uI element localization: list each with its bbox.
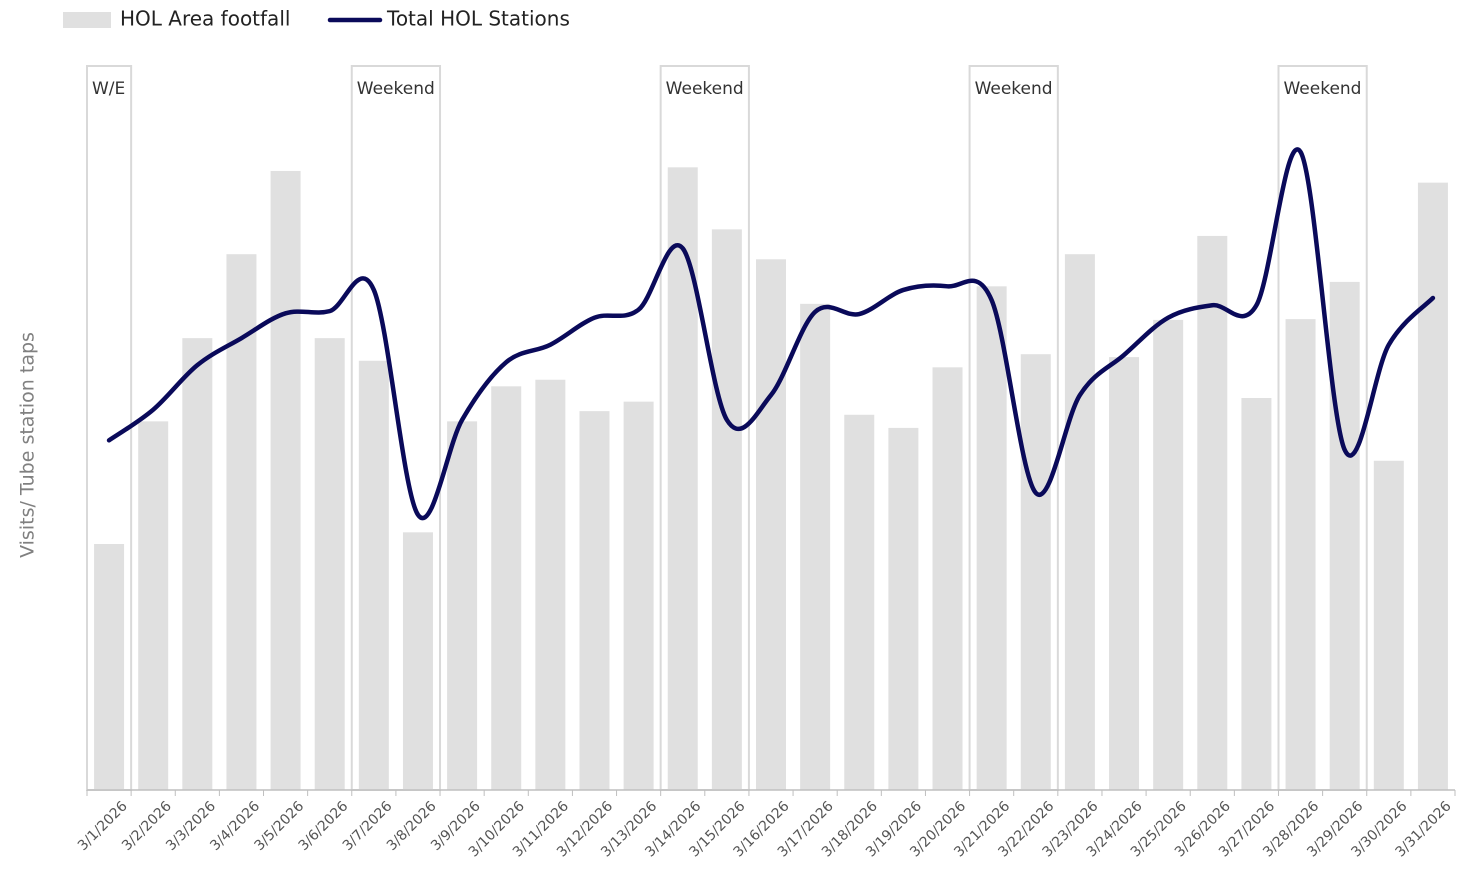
- weekend-label: Weekend: [357, 79, 435, 99]
- legend-label: Total HOL Stations: [386, 7, 570, 31]
- bar: [756, 259, 786, 790]
- bar: [358, 360, 389, 790]
- bar: [667, 167, 698, 790]
- bar: [1109, 357, 1140, 790]
- bar: [1417, 182, 1448, 790]
- bar: [1153, 319, 1184, 790]
- bar: [888, 427, 919, 790]
- line: [106, 147, 1436, 521]
- bar: [579, 411, 610, 790]
- bar: [402, 532, 433, 790]
- legend-label: HOL Area footfall: [120, 7, 290, 31]
- bar: [1329, 281, 1360, 790]
- bar: [1241, 397, 1272, 790]
- weekend-label: Weekend: [1283, 79, 1361, 99]
- bar: [800, 303, 831, 790]
- bar: [94, 543, 125, 790]
- bar: [226, 254, 257, 790]
- bar: [844, 414, 875, 790]
- bar: [623, 401, 654, 790]
- bar: [314, 338, 345, 790]
- y-axis-label: Visits/ Tube station taps: [17, 332, 39, 558]
- bar: [182, 338, 213, 790]
- bar: [1197, 235, 1228, 790]
- bar: [1064, 254, 1095, 790]
- legend-swatch: [63, 12, 111, 28]
- weekend-label: W/E: [92, 79, 125, 99]
- bar: [1285, 319, 1316, 790]
- bar: [711, 229, 742, 791]
- bar: [932, 367, 963, 790]
- bar: [270, 170, 301, 790]
- weekend-label: Weekend: [975, 79, 1053, 99]
- bar: [535, 379, 566, 790]
- bar: [491, 386, 522, 790]
- bar: [447, 421, 478, 790]
- bar: [1373, 460, 1404, 790]
- bar: [138, 421, 169, 790]
- bar: [976, 286, 1007, 790]
- weekend-label: Weekend: [666, 79, 744, 99]
- bar: [1020, 354, 1051, 790]
